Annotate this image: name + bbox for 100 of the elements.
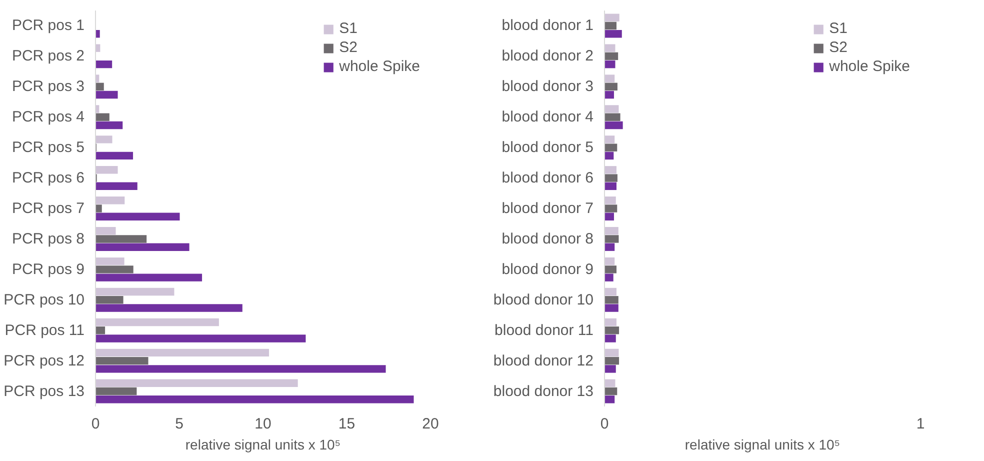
legend-label: S2 xyxy=(339,39,358,56)
bar xyxy=(96,30,100,38)
y-tick-label: PCR pos 2 xyxy=(12,48,85,65)
y-tick-label: blood donor 8 xyxy=(502,230,594,248)
bar xyxy=(604,121,623,130)
bar xyxy=(96,212,180,220)
bar xyxy=(604,30,622,38)
bar xyxy=(604,90,614,99)
bar xyxy=(96,356,148,365)
bar xyxy=(96,196,125,204)
legend-label: whole Spike xyxy=(829,58,910,75)
bar xyxy=(604,105,619,113)
x-tick-label: 5 xyxy=(175,416,184,432)
y-tick-label: PCR pos 13 xyxy=(4,382,84,400)
y-tick-label: blood donor 9 xyxy=(502,260,594,278)
y-tick-label: PCR pos 11 xyxy=(4,322,85,339)
bar xyxy=(96,182,138,190)
y-tick-label: PCR pos 7 xyxy=(12,200,85,217)
bar xyxy=(96,82,104,91)
y-tick-label: blood donor 6 xyxy=(502,170,594,187)
y-tick-label: PCR pos 1 xyxy=(12,17,85,34)
bar xyxy=(96,365,386,373)
bar xyxy=(604,174,618,182)
bar xyxy=(96,204,102,212)
x-tick-label: 10 xyxy=(254,416,272,432)
bar xyxy=(96,304,242,312)
y-tick-label: PCR pos 6 xyxy=(12,170,85,187)
bar xyxy=(604,74,615,82)
y-tick-label: blood donor 3 xyxy=(502,78,594,96)
y-tick-label: PCR pos 4 xyxy=(12,108,85,126)
bar xyxy=(604,274,614,282)
bar xyxy=(96,113,110,121)
y-tick-label: blood donor 10 xyxy=(493,291,594,308)
bar xyxy=(604,304,618,312)
bar xyxy=(604,334,616,342)
bar xyxy=(96,226,116,235)
bar xyxy=(96,348,270,357)
y-tick-label: blood donor 1 xyxy=(502,17,594,34)
bar xyxy=(604,152,614,160)
bar xyxy=(604,182,617,190)
bar xyxy=(604,235,619,243)
y-tick-label: PCR pos 8 xyxy=(12,230,85,248)
legend-label: whole Spike xyxy=(339,58,420,75)
bar xyxy=(604,365,616,373)
y-tick-label: PCR pos 3 xyxy=(12,78,85,96)
x-axis-title: relative signal units x 10⁵ xyxy=(684,436,840,452)
bar xyxy=(604,144,618,152)
bar xyxy=(96,166,118,174)
bar xyxy=(96,396,414,404)
bar xyxy=(604,212,614,220)
bar xyxy=(96,136,112,144)
y-tick-label: blood donor 7 xyxy=(502,200,594,217)
bar xyxy=(96,318,219,326)
x-tick-label: 0 xyxy=(91,416,100,432)
legend-label: S1 xyxy=(829,20,848,37)
bar xyxy=(604,296,618,304)
bar xyxy=(604,44,616,52)
bar xyxy=(604,243,615,251)
y-tick-label: blood donor 5 xyxy=(502,139,594,156)
bar xyxy=(604,166,617,174)
legend-label: S2 xyxy=(829,39,848,56)
bar xyxy=(96,387,137,396)
bar xyxy=(604,60,616,68)
bar xyxy=(604,318,617,326)
bar xyxy=(604,196,616,204)
bar xyxy=(604,356,620,365)
bar xyxy=(96,288,174,296)
bar xyxy=(604,387,618,396)
bar xyxy=(604,379,616,388)
bar xyxy=(604,136,615,144)
y-tick-label: blood donor 12 xyxy=(493,352,594,370)
y-tick-label: PCR pos 12 xyxy=(4,352,84,370)
bar xyxy=(96,266,134,274)
bar xyxy=(604,226,618,235)
y-tick-label: blood donor 2 xyxy=(502,48,594,65)
bar xyxy=(604,266,617,274)
y-tick-label: PCR pos 10 xyxy=(4,291,84,308)
y-tick-label: PCR pos 9 xyxy=(12,260,85,278)
y-tick-label: blood donor 13 xyxy=(493,382,594,400)
bar xyxy=(96,379,298,388)
bar xyxy=(96,257,124,266)
y-tick-label: PCR pos 5 xyxy=(12,139,85,156)
x-tick-label: 15 xyxy=(338,416,356,432)
bar xyxy=(96,243,190,251)
bar xyxy=(604,113,620,121)
bar xyxy=(604,326,620,334)
bar xyxy=(604,82,618,91)
bar xyxy=(96,296,124,304)
x-tick-label: 1 xyxy=(916,416,925,432)
bar xyxy=(96,334,306,342)
legend-label: S1 xyxy=(339,20,358,37)
x-tick-label: 20 xyxy=(422,416,439,432)
y-tick-label: blood donor 4 xyxy=(502,108,594,126)
bar xyxy=(604,288,617,296)
bar xyxy=(96,60,112,68)
bar xyxy=(96,235,147,243)
bar xyxy=(604,348,619,357)
bar xyxy=(604,396,615,404)
bar xyxy=(96,90,118,99)
bar xyxy=(604,257,615,266)
